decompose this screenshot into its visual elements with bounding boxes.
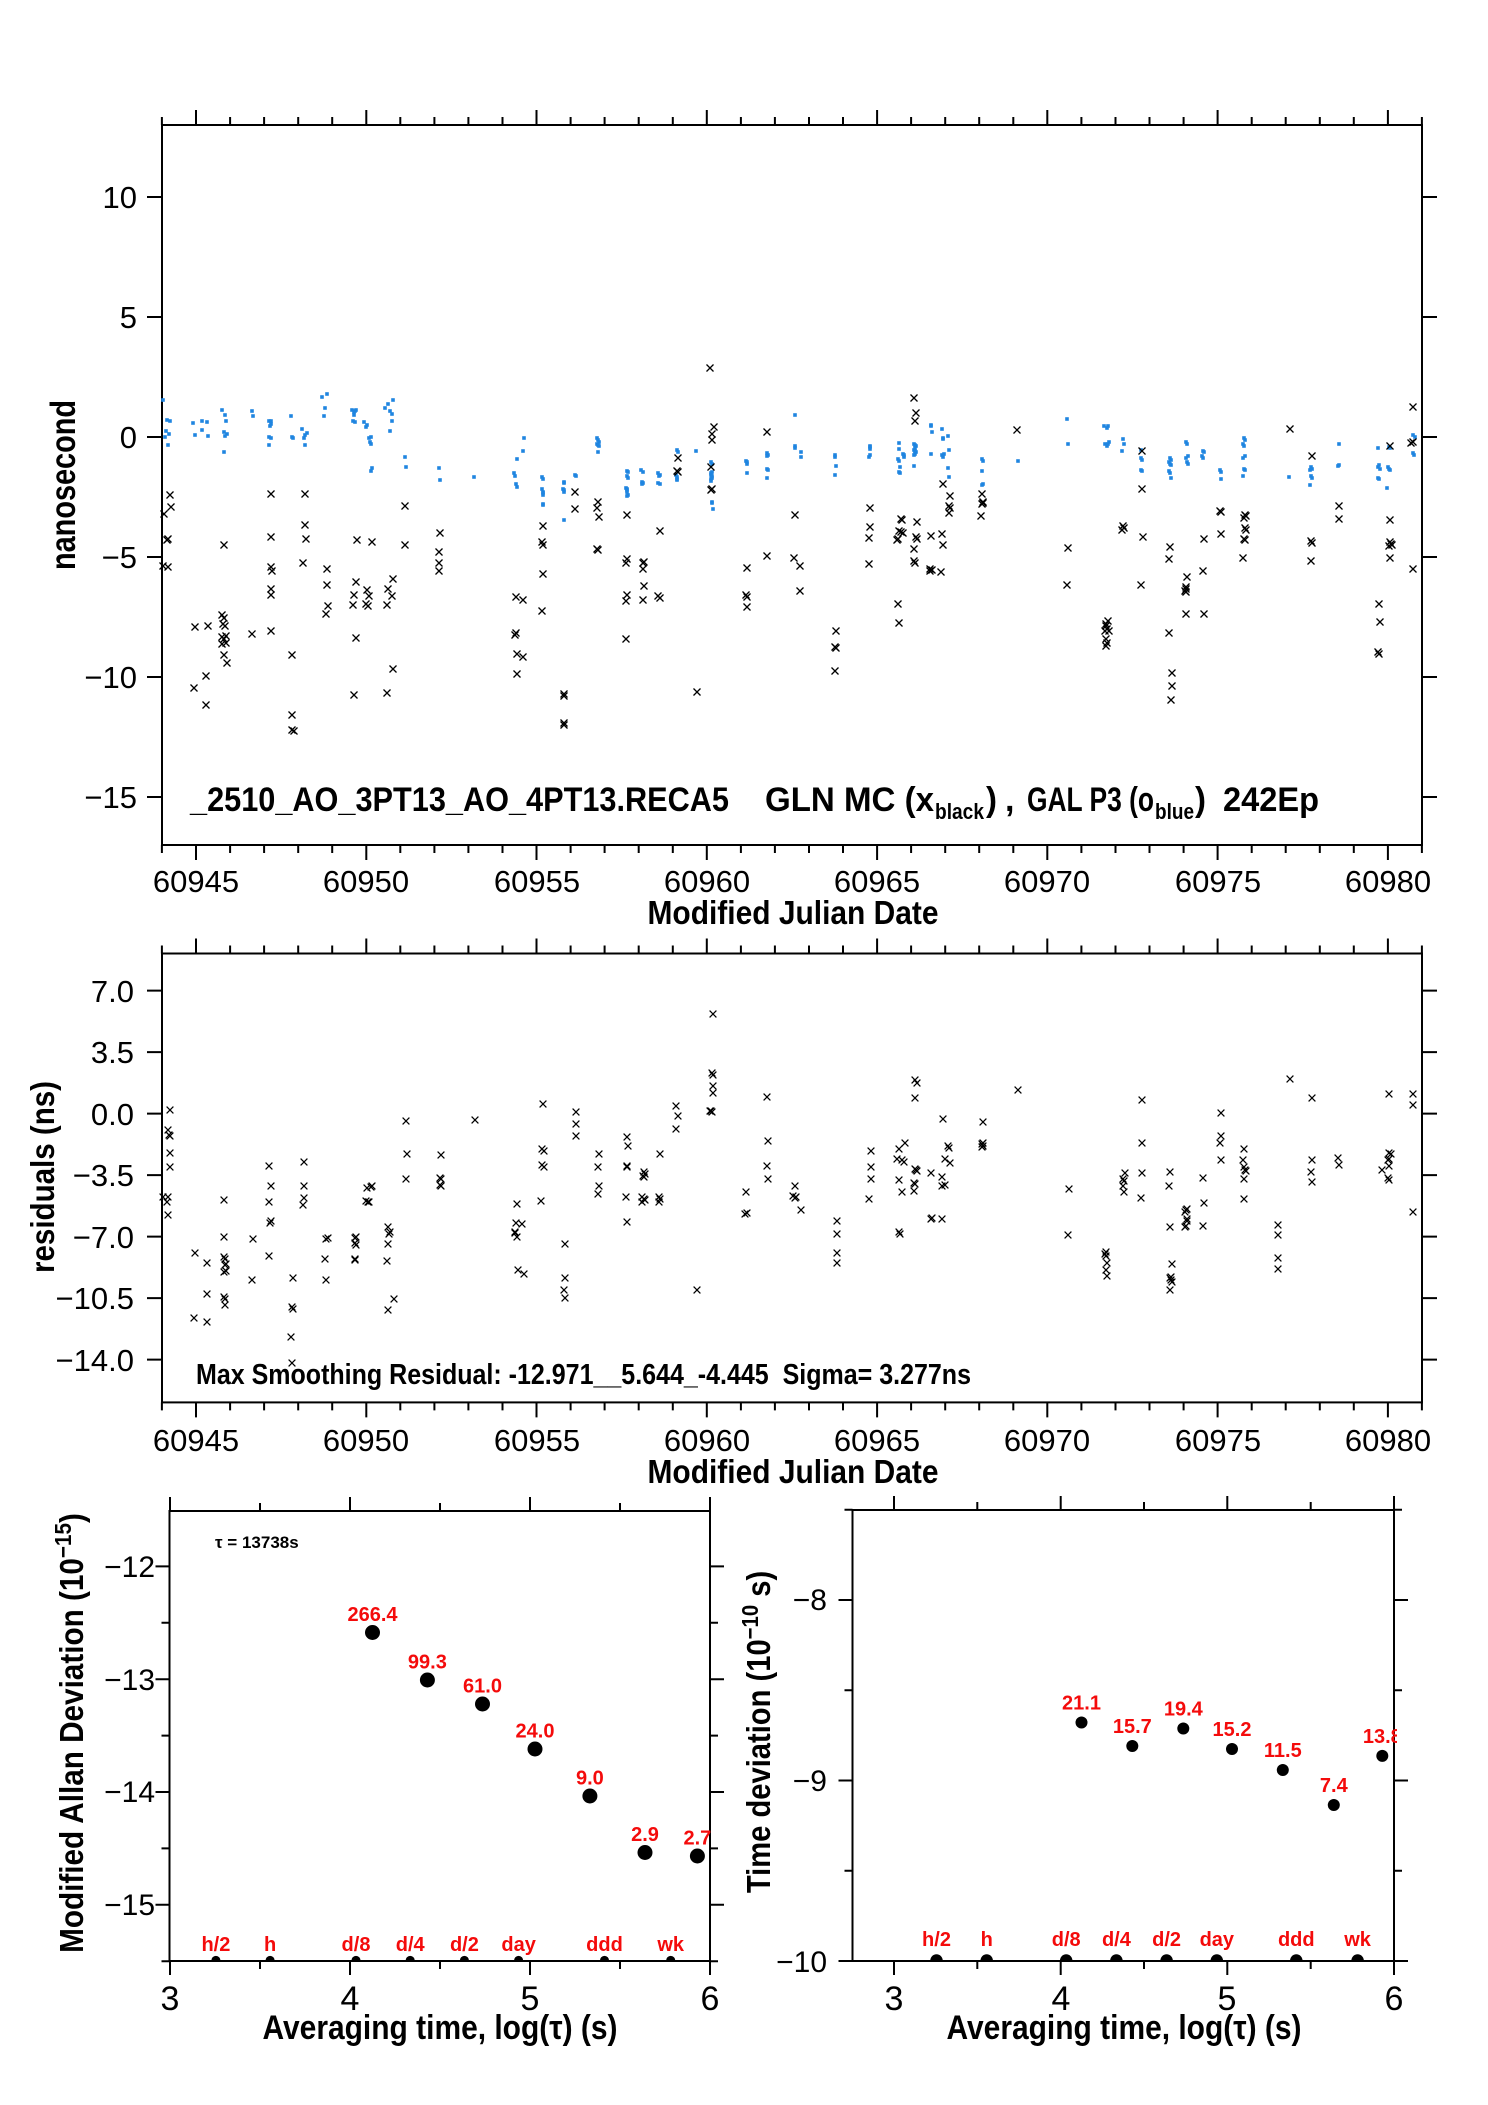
svg-text:24.0: 24.0 [516,1721,555,1743]
svg-text:−14: −14 [104,1776,155,1809]
svg-text:Averaging time, log(τ) (s): Averaging time, log(τ) (s) [947,2009,1302,2047]
svg-text:4: 4 [1052,1980,1071,2018]
svg-text:5: 5 [120,300,137,335]
svg-text:60955: 60955 [494,864,580,899]
svg-text:ddd: ddd [1278,1929,1315,1951]
svg-text:Modified Julian Date: Modified Julian Date [648,1453,939,1490]
svg-text:−12: −12 [104,1551,155,1584]
svg-text:wk: wk [1343,1929,1372,1951]
svg-text:7.0: 7.0 [91,974,134,1009]
svg-text:): ) [986,781,997,819]
svg-text:ddd: ddd [586,1934,623,1956]
svg-text:61.0: 61.0 [463,1676,502,1698]
svg-text:d/8: d/8 [342,1934,371,1956]
svg-text:−9: −9 [793,1765,827,1798]
svg-text:−15: −15 [104,1889,155,1922]
svg-text:60965: 60965 [834,1423,920,1458]
svg-text:black: black [935,799,985,824]
svg-text:d/4: d/4 [1102,1929,1132,1951]
svg-text:wk: wk [656,1934,685,1956]
svg-text:day: day [501,1934,536,1956]
svg-text:h/2: h/2 [922,1929,951,1951]
svg-text:−10: −10 [776,1946,827,1979]
svg-text:2.7: 2.7 [683,1828,711,1850]
svg-text:d/2: d/2 [1152,1929,1181,1951]
svg-text:5: 5 [1218,1980,1237,2018]
svg-text:60950: 60950 [323,864,409,899]
svg-text:9.0: 9.0 [576,1768,604,1790]
svg-text:0: 0 [120,420,137,455]
svg-text:blue: blue [1155,799,1194,824]
svg-text:6: 6 [701,1980,720,2018]
svg-text:60945: 60945 [153,1423,239,1458]
svg-text:60975: 60975 [1175,1423,1261,1458]
svg-text:60960: 60960 [664,864,750,899]
svg-text:−7.0: −7.0 [73,1220,134,1255]
svg-text:h/2: h/2 [201,1934,230,1956]
svg-text:21.1: 21.1 [1062,1693,1101,1715]
svg-text:5: 5 [521,1980,540,2018]
svg-text:60970: 60970 [1004,1423,1090,1458]
svg-text:60945: 60945 [153,864,239,899]
svg-text:60960: 60960 [664,1423,750,1458]
svg-text:99.3: 99.3 [408,1652,447,1674]
svg-text:3: 3 [161,1980,180,2018]
svg-text:τ = 13738s: τ = 13738s [215,1533,299,1552]
svg-text:60975: 60975 [1175,864,1261,899]
svg-text:,: , [1005,781,1014,819]
svg-text:3.5: 3.5 [91,1035,134,1070]
svg-text:−8: −8 [793,1584,827,1617]
svg-text:−10.5: −10.5 [56,1281,134,1316]
svg-text:−3.5: −3.5 [73,1158,134,1193]
svg-text:0.0: 0.0 [91,1097,134,1132]
svg-text:d/4: d/4 [396,1934,426,1956]
svg-text:nanosecond: nanosecond [44,400,83,570]
svg-text:60955: 60955 [494,1423,580,1458]
svg-text:GLN MC (x: GLN MC (x [765,781,934,819]
svg-text:d/2: d/2 [450,1934,479,1956]
svg-text:_2510_AO_3PT13_AO_4PT13.RECA5: _2510_AO_3PT13_AO_4PT13.RECA5 [189,781,729,819]
svg-text:Modified Julian Date: Modified Julian Date [648,894,939,931]
svg-text:2.9: 2.9 [631,1824,659,1846]
svg-text:Time deviation (10−10 s): Time deviation (10−10 s) [737,1571,778,1893]
svg-text:3: 3 [885,1980,904,2018]
svg-text:60980: 60980 [1345,864,1431,899]
svg-text:60950: 60950 [323,1423,409,1458]
svg-text:day: day [1200,1929,1235,1951]
svg-text:4: 4 [341,1980,360,2018]
svg-text:6: 6 [1385,1980,1404,2018]
svg-text:Modified Allan Deviation (10−1: Modified Allan Deviation (10−15) [50,1513,90,1953]
svg-text:15.2: 15.2 [1213,1719,1252,1741]
svg-text:7.4: 7.4 [1320,1775,1349,1797]
svg-text:): ) [1195,781,1206,819]
svg-text:19.4: 19.4 [1164,1699,1204,1721]
svg-text:266.4: 266.4 [347,1604,398,1626]
svg-text:Averaging time, log(τ) (s): Averaging time, log(τ) (s) [263,2009,618,2047]
svg-text:GAL P3 (o: GAL P3 (o [1027,781,1154,819]
svg-text:−13: −13 [104,1664,155,1697]
svg-text:−5: −5 [102,540,137,575]
svg-text:h: h [264,1934,276,1956]
svg-text:60980: 60980 [1345,1423,1431,1458]
svg-text:11.5: 11.5 [1264,1740,1302,1762]
svg-text:−14.0: −14.0 [56,1343,134,1378]
svg-text:60970: 60970 [1004,864,1090,899]
svg-text:−15: −15 [84,780,137,815]
svg-text:60965: 60965 [834,864,920,899]
svg-text:residuals (ns): residuals (ns) [24,1081,61,1273]
svg-text:−10: −10 [84,660,137,695]
svg-text:13.8: 13.8 [1363,1726,1402,1748]
svg-text:10: 10 [103,180,137,215]
svg-text:15.7: 15.7 [1113,1716,1152,1738]
svg-text:h: h [981,1929,993,1951]
svg-text:Max Smoothing Residual: -12.97: Max Smoothing Residual: -12.971__5.644_-… [196,1359,971,1391]
svg-text:242Ep: 242Ep [1223,781,1319,819]
svg-text:d/8: d/8 [1052,1929,1081,1951]
